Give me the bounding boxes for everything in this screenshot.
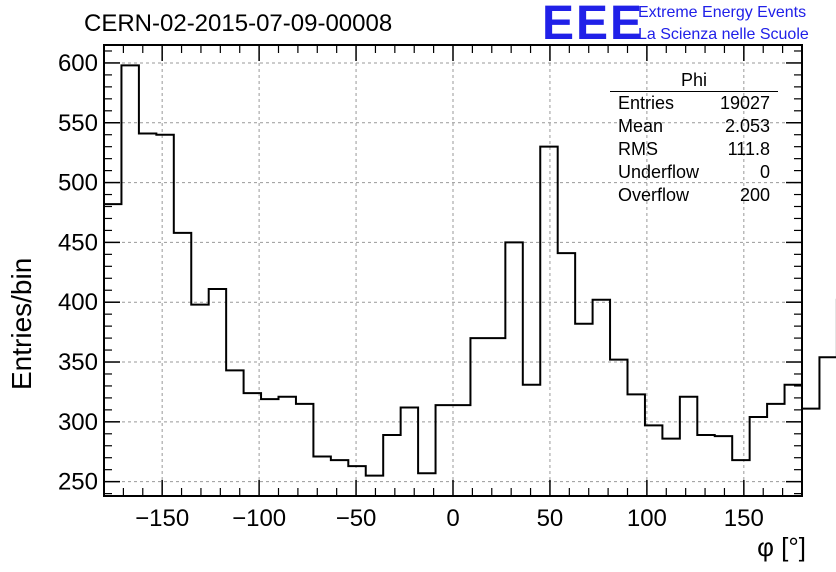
grid-lines [104, 45, 802, 496]
run-title: CERN-02-2015-07-09-00008 [84, 10, 393, 37]
logo-subtitle-2: La Scienza nelle Scuole [638, 26, 809, 43]
x-tick-label: 150 [724, 505, 764, 532]
stats-box: Phi Entries 19027 Mean 2.053 RMS 111.8 U… [610, 70, 778, 207]
histogram-series [104, 64, 836, 477]
axis-ticks [103, 45, 803, 496]
stats-row-rms: RMS 111.8 [610, 138, 778, 161]
y-tick-label: 450 [58, 229, 98, 256]
x-tick-labels: −150 −100 −50 0 50 100 150 [135, 505, 764, 532]
stats-value: 2.053 [724, 116, 770, 136]
x-tick-label: −100 [232, 505, 286, 532]
stats-label: Underflow [618, 162, 700, 182]
plot-frame [103, 44, 803, 497]
stats-title: Phi [610, 70, 778, 92]
y-axis-label: Entries/bin [6, 257, 37, 390]
stats-label: Overflow [618, 185, 690, 205]
y-tick-label: 500 [58, 170, 98, 197]
stats-label: Mean [618, 116, 664, 136]
stats-row-entries: Entries 19027 [610, 92, 778, 115]
x-tick-label: 50 [537, 505, 564, 532]
stats-value: 111.8 [727, 139, 770, 159]
eee-logo: EEE [542, 0, 645, 50]
y-tick-label: 350 [58, 349, 98, 376]
y-tick-label: 550 [58, 110, 98, 137]
stats-value: 0 [759, 162, 770, 182]
stats-row-overflow: Overflow 200 [610, 184, 778, 207]
y-tick-label: 600 [58, 50, 98, 77]
stats-row-underflow: Underflow 0 [610, 161, 778, 184]
y-tick-label: 250 [58, 469, 98, 496]
stats-value: 19027 [719, 93, 770, 113]
stats-label: Entries [618, 93, 675, 113]
x-tick-label: 0 [446, 505, 459, 532]
stats-row-mean: Mean 2.053 [610, 115, 778, 138]
x-tick-label: −150 [135, 505, 189, 532]
y-tick-label: 300 [58, 409, 98, 436]
logo-subtitle-1: Extreme Energy Events [638, 4, 807, 21]
y-tick-labels: 250 300 350 400 450 500 550 600 [58, 50, 98, 496]
stats-label: RMS [618, 139, 658, 159]
stats-value: 200 [739, 185, 770, 205]
x-tick-label: −50 [336, 505, 377, 532]
y-tick-label: 400 [58, 289, 98, 316]
x-tick-label: 100 [627, 505, 667, 532]
x-axis-label: φ [°] [757, 532, 806, 562]
